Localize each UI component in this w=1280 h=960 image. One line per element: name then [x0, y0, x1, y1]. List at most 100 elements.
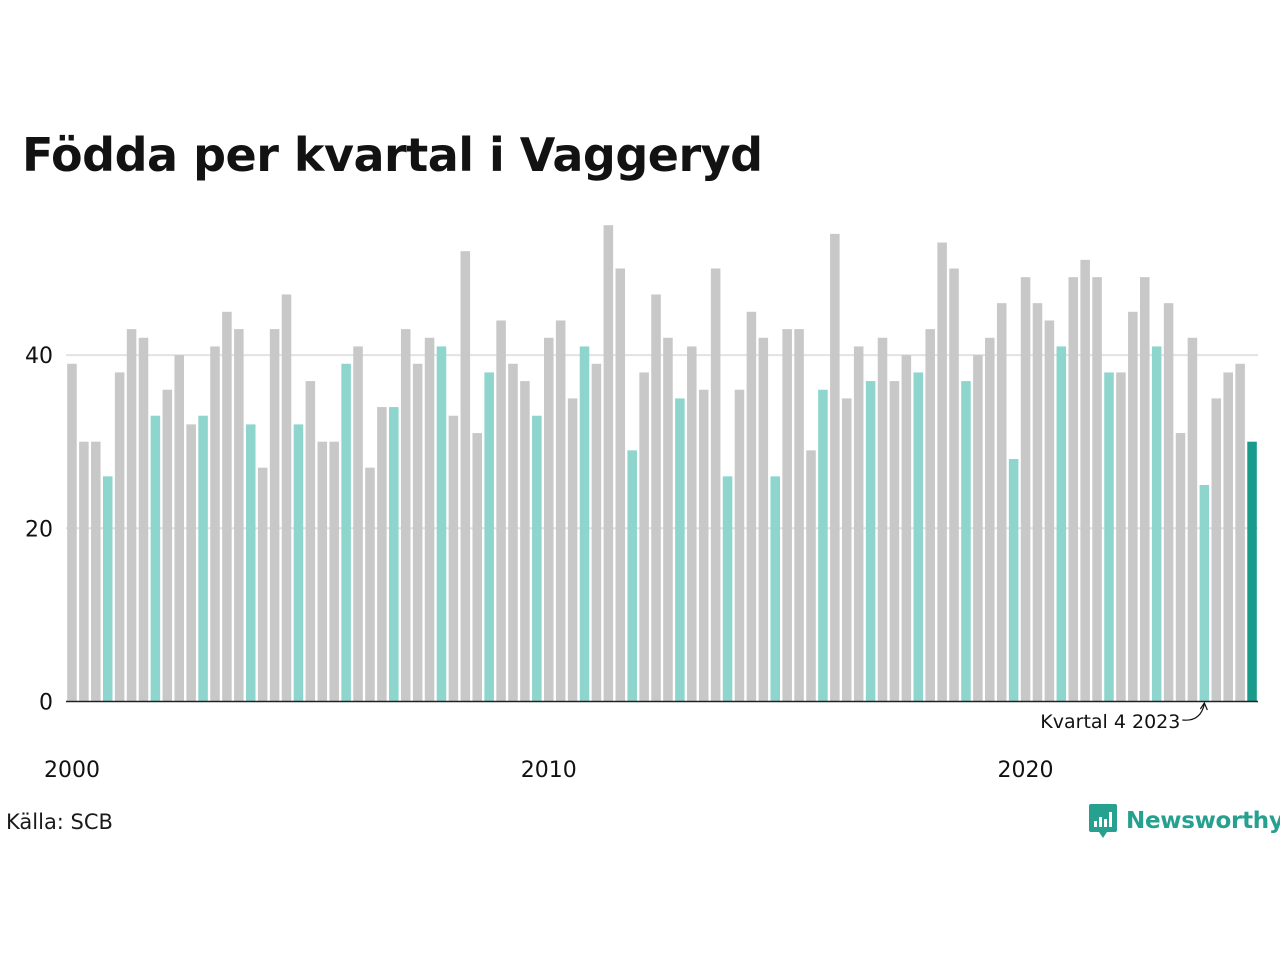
bar-2023-q3 [1187, 337, 1198, 702]
bar-2020-q4 [1056, 346, 1067, 702]
bar-2006-q1 [353, 346, 363, 702]
bar-2024-q1 [1211, 398, 1222, 702]
bar-2004-q1 [257, 467, 268, 702]
bar-2013-q2 [698, 389, 709, 702]
bar-2011-q3 [615, 268, 626, 702]
bar-2001-q3 [138, 337, 149, 702]
annotation-label: Kvartal 4 2023 [1040, 711, 1180, 733]
bar-2019-q1 [973, 355, 983, 702]
y-tick-label-40: 40 [25, 344, 53, 369]
bar-2001-q2 [126, 329, 137, 702]
bar-2008-q3 [472, 433, 483, 702]
chart-title: Födda per kvartal i Vaggeryd [22, 128, 763, 182]
bar-2012-q2 [651, 294, 661, 702]
bar-2010-q4 [579, 346, 590, 702]
bar-2018-q3 [949, 268, 959, 702]
bar-2007-q2 [412, 363, 423, 702]
bar-2019-q4 [1008, 459, 1019, 702]
bar-2000-q4 [102, 476, 113, 702]
bar-2017-q2 [889, 381, 900, 702]
bar-2016-q2 [841, 398, 852, 702]
newsworthy-logo-icon [1089, 804, 1117, 838]
bar-2006-q3 [377, 407, 387, 702]
bar-2012-q3 [663, 337, 673, 702]
bar-2021-q4 [1104, 372, 1114, 702]
bar-2011-q2 [603, 225, 614, 702]
bar-2007-q1 [400, 329, 411, 702]
bar-2003-q1 [210, 346, 220, 702]
bar-2023-q4 [1199, 485, 1210, 702]
bar-2022-q4 [1151, 346, 1162, 702]
bar-2015-q3 [806, 450, 816, 702]
bar-2022-q2 [1128, 311, 1138, 702]
x-tick-label-2020: 2020 [998, 758, 1054, 783]
bar-2009-q4 [532, 415, 542, 702]
bar-2003-q4 [245, 424, 256, 702]
bar-2005-q4 [341, 363, 351, 702]
bar-2006-q4 [389, 407, 399, 702]
bar-2013-q4 [722, 476, 733, 702]
bar-2014-q2 [746, 311, 757, 702]
bar-2019-q2 [985, 337, 995, 702]
bar-2004-q3 [281, 294, 292, 702]
bar-2014-q3 [758, 337, 769, 702]
bar-2018-q4 [961, 381, 971, 702]
bar-2000-q2 [79, 441, 89, 702]
bar-2016-q4 [865, 381, 876, 702]
bar-2006-q2 [365, 467, 375, 702]
bar-2002-q3 [186, 424, 196, 702]
bar-2017-q4 [913, 372, 924, 702]
bar-2016-q3 [853, 346, 864, 702]
bar-2013-q1 [687, 346, 697, 702]
bar-2014-q4 [770, 476, 781, 702]
annotation-arrowhead [1199, 701, 1208, 711]
x-tick-label-2000: 2000 [44, 758, 100, 783]
bar-2008-q2 [460, 251, 471, 702]
bar-2016-q1 [830, 233, 840, 702]
bar-2008-q4 [484, 372, 494, 702]
bar-2000-q1 [67, 363, 77, 702]
bar-2020-q1 [1020, 277, 1031, 702]
bar-2013-q3 [710, 268, 721, 702]
bar-2018-q1 [925, 329, 935, 702]
bar-2009-q2 [508, 363, 518, 702]
bar-2002-q2 [174, 355, 185, 702]
bar-2001-q1 [114, 372, 125, 702]
bar-2003-q2 [222, 311, 232, 702]
bar-2022-q1 [1116, 372, 1126, 702]
bar-2001-q4 [150, 415, 161, 702]
bar-2021-q2 [1080, 259, 1090, 702]
bar-2012-q1 [639, 372, 649, 702]
bar-2009-q3 [520, 381, 530, 702]
bar-2015-q4 [818, 389, 828, 702]
bar-2019-q3 [996, 303, 1007, 702]
annotation-arrow [1182, 703, 1205, 721]
source-label: Källa: SCB [6, 810, 113, 834]
bar-2005-q2 [317, 441, 328, 702]
x-tick-label-2010: 2010 [521, 758, 577, 783]
bar-2021-q1 [1068, 277, 1079, 702]
bar-2023-q2 [1175, 433, 1186, 702]
bar-2022-q3 [1139, 277, 1150, 702]
bar-2014-q1 [734, 389, 745, 702]
bar-2015-q2 [794, 329, 804, 702]
bar-2020-q2 [1032, 303, 1043, 702]
bar-2005-q1 [305, 381, 316, 702]
y-tick-label-0: 0 [39, 691, 53, 716]
brand-logo: Newsworthy [1088, 803, 1280, 839]
bar-2005-q3 [329, 441, 339, 702]
bar-2018-q2 [937, 242, 947, 702]
bar-2011-q4 [627, 450, 637, 702]
bar-2010-q1 [543, 337, 554, 702]
bar-2015-q1 [782, 329, 792, 702]
bar-2024-q2 [1223, 372, 1233, 702]
bar-2024-q4 [1247, 441, 1257, 702]
brand-name: Newsworthy [1126, 808, 1280, 834]
bar-2017-q1 [877, 337, 888, 702]
bar-2000-q3 [91, 441, 101, 702]
bar-2002-q4 [198, 415, 208, 702]
bar-2004-q4 [293, 424, 304, 702]
bar-2017-q3 [901, 355, 912, 702]
bar-2008-q1 [448, 415, 459, 702]
